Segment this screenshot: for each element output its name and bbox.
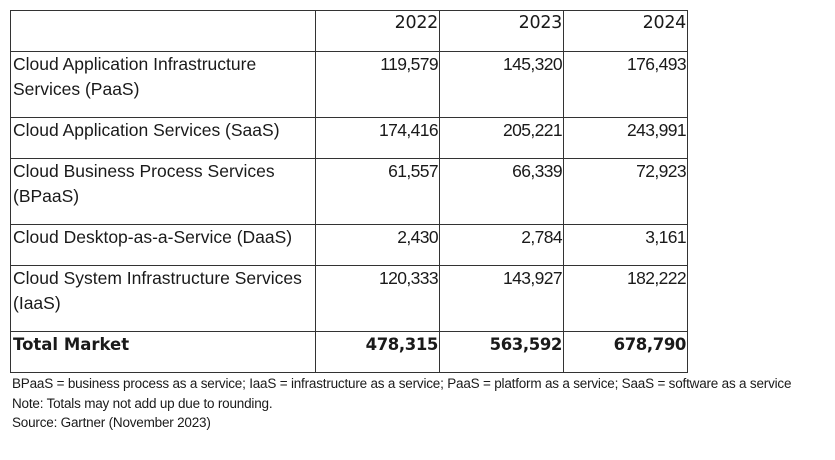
header-cell-2022: 2022 (315, 10, 440, 52)
value-cell: 3,161 (563, 224, 688, 266)
total-value-cell: 478,315 (315, 331, 440, 373)
rounding-note: Note: Totals may not add up due to round… (12, 395, 273, 411)
row-label: Cloud System Infrastructure Services (Ia… (10, 265, 316, 332)
value-cell: 205,221 (439, 117, 564, 159)
value-cell: 119,579 (315, 51, 440, 118)
value-cell: 120,333 (315, 265, 440, 332)
total-value-cell: 563,592 (439, 331, 564, 373)
row-label: Cloud Application Infrastructure Service… (10, 51, 316, 118)
header-cell-2024: 2024 (563, 10, 688, 52)
table-row: Cloud Application Infrastructure Service… (10, 51, 688, 118)
value-cell: 66,339 (439, 158, 564, 225)
value-cell: 2,784 (439, 224, 564, 266)
row-label: Cloud Business Process Services (BPaaS) (10, 158, 316, 225)
table-footnotes: BPaaS = business process as a service; I… (12, 374, 827, 433)
value-cell: 182,222 (563, 265, 688, 332)
header-cell-segment (10, 10, 316, 52)
cloud-market-table: 2022 2023 2024 Cloud Application Infrast… (10, 10, 688, 373)
value-cell: 174,416 (315, 117, 440, 159)
value-cell: 72,923 (563, 158, 688, 225)
value-cell: 143,927 (439, 265, 564, 332)
total-label: Total Market (10, 331, 316, 373)
table-row: Cloud Application Services (SaaS) 174,41… (10, 117, 688, 159)
row-label: Cloud Application Services (SaaS) (10, 117, 316, 159)
value-cell: 243,991 (563, 117, 688, 159)
table-row: Cloud System Infrastructure Services (Ia… (10, 265, 688, 332)
abbreviations-note: BPaaS = business process as a service; I… (12, 376, 792, 391)
value-cell: 176,493 (563, 51, 688, 118)
table-row: Cloud Desktop-as-a-Service (DaaS) 2,430 … (10, 224, 688, 266)
value-cell: 61,557 (315, 158, 440, 225)
table-row: Cloud Business Process Services (BPaaS) … (10, 158, 688, 225)
total-value-cell: 678,790 (563, 331, 688, 373)
header-cell-2023: 2023 (439, 10, 564, 52)
source-note: Source: Gartner (November 2023) (12, 415, 211, 430)
total-row: Total Market 478,315 563,592 678,790 (10, 331, 688, 373)
value-cell: 145,320 (439, 51, 564, 118)
value-cell: 2,430 (315, 224, 440, 266)
row-label: Cloud Desktop-as-a-Service (DaaS) (10, 224, 316, 266)
header-row: 2022 2023 2024 (10, 10, 688, 52)
